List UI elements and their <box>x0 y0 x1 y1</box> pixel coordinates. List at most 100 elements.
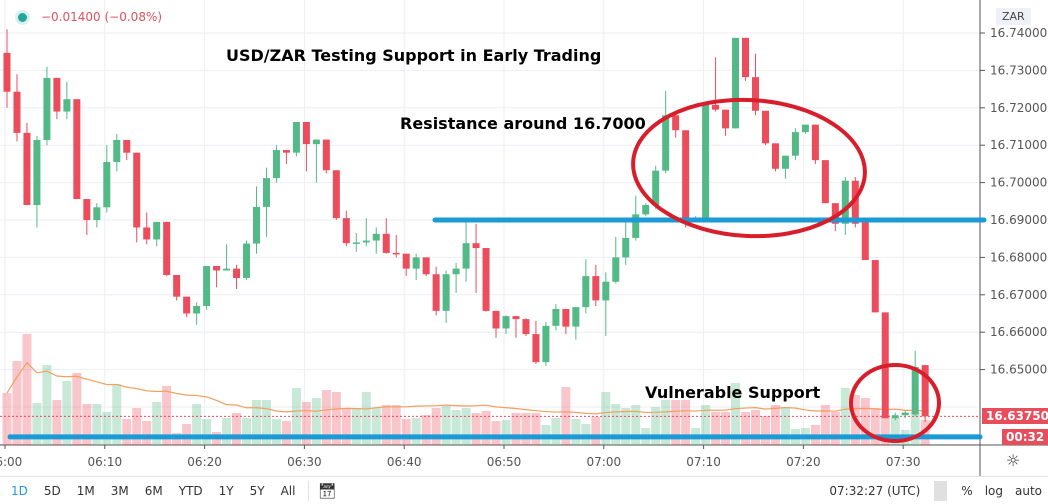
candle-up <box>542 325 550 363</box>
volume-bar <box>102 412 112 445</box>
timeframe-5d[interactable]: 5D <box>43 483 61 498</box>
volume-bar <box>721 412 731 445</box>
timeframe-3m[interactable]: 3M <box>110 483 129 498</box>
volume-bar <box>571 419 581 445</box>
candle-down <box>422 257 430 275</box>
timeframe-1y[interactable]: 1Y <box>218 483 234 498</box>
volume-bar <box>232 413 242 445</box>
volume-bar <box>621 408 631 445</box>
candle-down <box>123 139 131 153</box>
candle-down <box>332 170 340 219</box>
time-tick-label: 06:40 <box>387 455 422 469</box>
candle-down <box>53 77 61 112</box>
price-tick-label: 16.69000 <box>990 213 1047 227</box>
candle-up <box>462 243 470 269</box>
candle-up <box>292 122 300 153</box>
volume-bar <box>860 398 870 445</box>
volume-bar <box>870 408 880 445</box>
candle-down <box>83 199 91 220</box>
price-tick-label: 16.71000 <box>990 138 1047 152</box>
candle-up <box>781 155 789 169</box>
candle-down <box>73 99 81 200</box>
volume-bar <box>731 383 741 445</box>
auto-toggle[interactable]: auto <box>1014 483 1042 498</box>
volume-bar <box>72 373 82 445</box>
candle-up <box>372 233 380 241</box>
timeframe-all[interactable]: All <box>280 483 296 498</box>
candle-down <box>13 91 21 133</box>
candle-up <box>632 214 640 238</box>
candle-down <box>821 160 829 204</box>
bottom-toolbar: 1D 5D 1M 3M 6M YTD 1Y 5Y All 📅︎ 07:32:27… <box>0 476 1048 504</box>
candle-up <box>203 266 211 307</box>
candle-down <box>432 274 440 311</box>
candle-down <box>811 124 819 161</box>
timeframe-5y[interactable]: 5Y <box>249 483 265 498</box>
candle-down <box>851 180 859 224</box>
candle-down <box>682 130 690 220</box>
candle-up <box>602 281 610 301</box>
candle-up <box>262 178 270 207</box>
candle-down <box>163 221 171 275</box>
candle-down <box>382 233 390 253</box>
timeframe-ytd[interactable]: YTD <box>178 483 203 498</box>
price-tick-label: 16.72000 <box>990 101 1047 115</box>
volume-bar <box>591 417 601 445</box>
price-tick-label: 16.65000 <box>990 363 1047 377</box>
candle-up <box>841 180 849 224</box>
candle-up <box>93 207 101 220</box>
price-tick-label: 16.66000 <box>990 325 1047 339</box>
volume-bar <box>391 405 401 445</box>
candle-down <box>861 220 869 261</box>
candle-down <box>522 319 530 335</box>
volume-bar <box>92 404 102 445</box>
candle-up <box>113 139 121 163</box>
volume-bar <box>441 406 451 445</box>
candle-down <box>302 122 310 145</box>
candle-down <box>921 365 929 417</box>
volume-bar <box>661 400 671 445</box>
candle-down <box>472 243 480 249</box>
volume-bar <box>880 415 890 445</box>
candle-down <box>831 203 839 224</box>
volume-bar <box>82 404 92 445</box>
candle-up <box>732 37 740 129</box>
volume-bar <box>152 402 162 445</box>
volume-bar <box>770 405 780 445</box>
volume-bar <box>820 405 830 445</box>
volume-bar <box>371 408 381 445</box>
volume-bar <box>331 392 341 445</box>
percent-toggle[interactable]: % <box>961 483 973 498</box>
timeframe-1m[interactable]: 1M <box>76 483 95 498</box>
candle-up <box>153 221 161 240</box>
timeframe-1d[interactable]: 1D <box>11 483 28 498</box>
candle-down <box>173 274 181 297</box>
candle-down <box>562 309 570 327</box>
chart-title-annotation: USD/ZAR Testing Support in Early Trading <box>226 46 602 65</box>
volume-bar <box>192 404 202 445</box>
time-tick-label: 06:20 <box>187 455 222 469</box>
volume-bar <box>910 412 920 445</box>
candle-up <box>502 316 510 329</box>
calendar-goto-icon[interactable]: 📅︎ <box>317 481 337 500</box>
candle-down <box>752 77 759 111</box>
currency-label: ZAR <box>996 8 1031 25</box>
candle-up <box>312 139 320 145</box>
volume-bar <box>611 404 621 445</box>
support-ellipse <box>849 363 941 443</box>
volume-bar <box>202 419 212 445</box>
volume-bar <box>701 405 711 445</box>
time-tick-label: 07:20 <box>786 455 821 469</box>
volume-bar <box>501 420 511 445</box>
candle-up <box>612 257 620 282</box>
utc-clock[interactable]: 07:32:27 (UTC) <box>829 483 921 498</box>
price-tick-label: 16.67000 <box>990 288 1047 302</box>
timeframe-6m[interactable]: 6M <box>144 483 163 498</box>
gear-icon[interactable]: ☼ <box>1006 451 1020 470</box>
volume-bar <box>711 412 721 445</box>
volume-bar <box>122 419 132 445</box>
log-toggle[interactable]: log <box>984 483 1003 498</box>
volume-bar <box>760 416 770 445</box>
price-chart[interactable]: 16.74000 16.73000 16.72000 16.71000 16.70000… <box>0 0 1048 476</box>
candle-up <box>452 268 460 275</box>
